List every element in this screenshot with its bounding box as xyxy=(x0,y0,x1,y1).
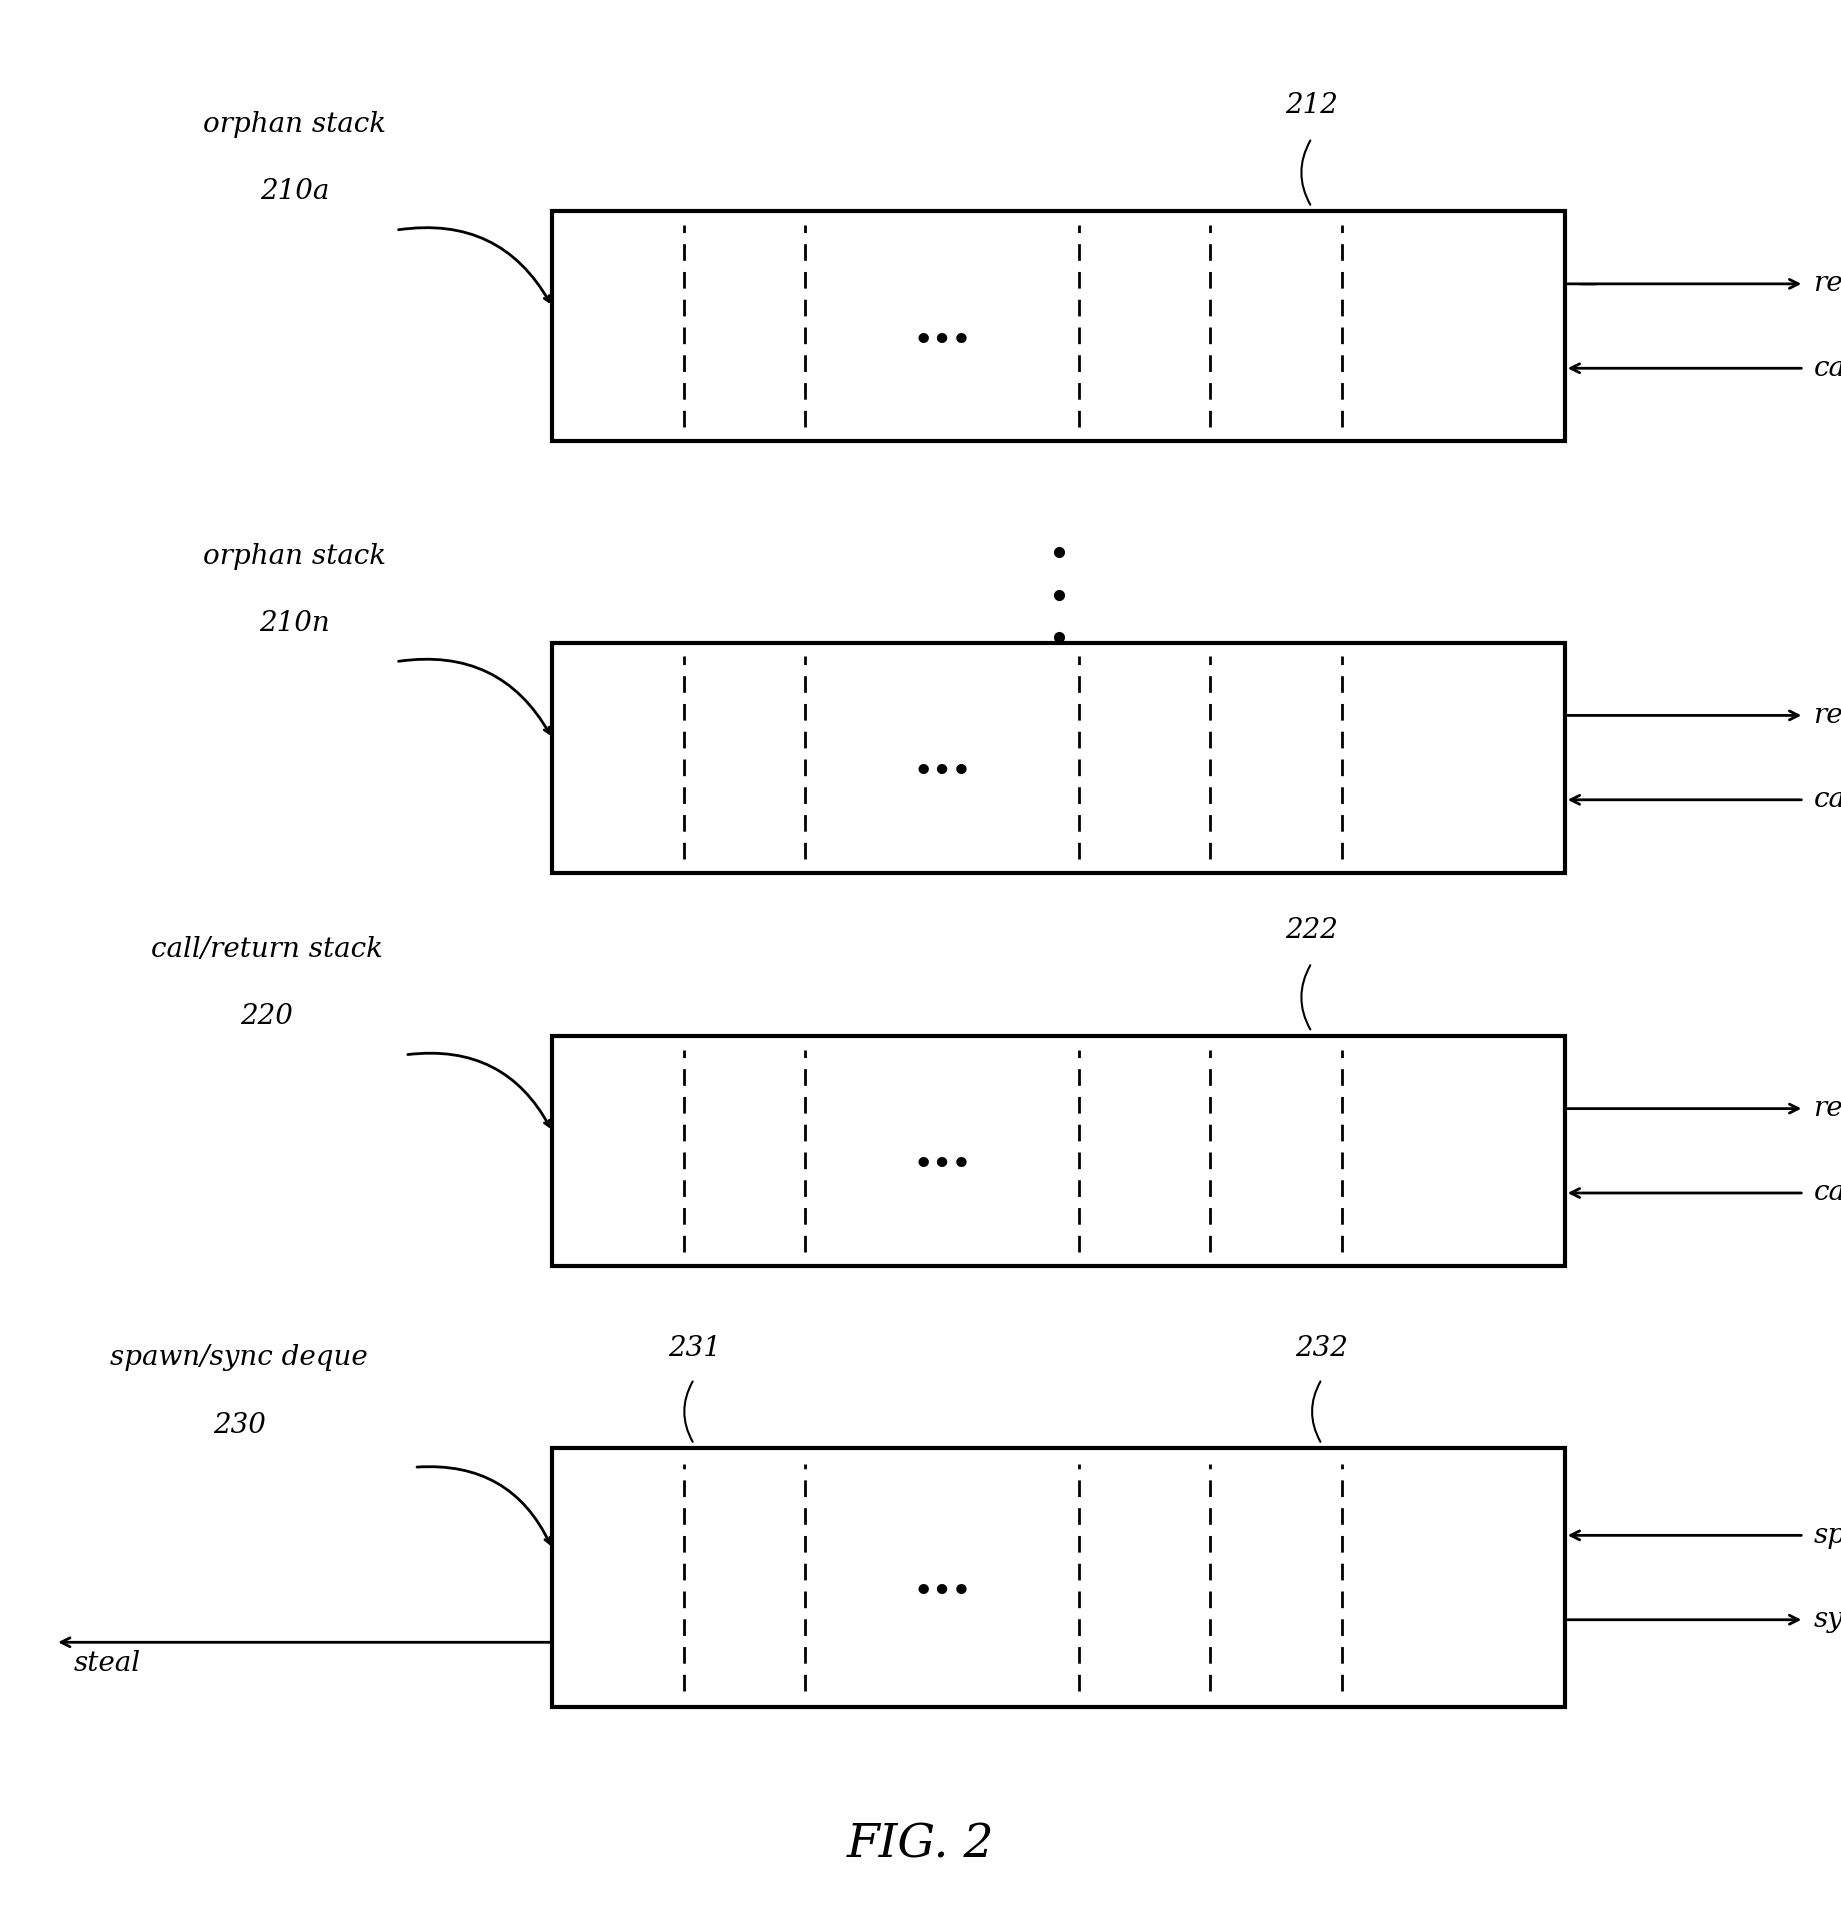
Text: 212: 212 xyxy=(1285,92,1338,119)
Text: ...: ... xyxy=(913,1550,972,1605)
Text: return: return xyxy=(1813,270,1841,297)
Text: orphan stack: orphan stack xyxy=(203,111,387,138)
Text: ...: ... xyxy=(913,299,972,353)
Text: spawn: spawn xyxy=(1813,1521,1841,1550)
Text: call: call xyxy=(1813,1180,1841,1206)
Text: orphan stack: orphan stack xyxy=(203,543,387,570)
Text: steal: steal xyxy=(74,1649,140,1676)
Text: return: return xyxy=(1813,1095,1841,1122)
Text: 210a: 210a xyxy=(260,178,330,205)
Text: 222: 222 xyxy=(1285,917,1338,944)
Bar xyxy=(552,643,1565,873)
Text: 220: 220 xyxy=(241,1003,293,1030)
Text: spawn/sync deque: spawn/sync deque xyxy=(110,1345,368,1371)
Text: ...: ... xyxy=(913,1124,972,1178)
Text: —: — xyxy=(1580,274,1596,293)
Text: 230: 230 xyxy=(214,1412,265,1438)
Text: ...: ... xyxy=(913,731,972,784)
Text: FIG. 2: FIG. 2 xyxy=(847,1822,994,1868)
Text: call: call xyxy=(1813,355,1841,382)
Bar xyxy=(552,211,1565,441)
Bar xyxy=(552,1036,1565,1266)
Text: call/return stack: call/return stack xyxy=(151,936,383,963)
Text: 231: 231 xyxy=(668,1335,720,1362)
Bar xyxy=(552,1448,1565,1707)
Text: sync: sync xyxy=(1813,1605,1841,1634)
Text: return: return xyxy=(1813,702,1841,729)
Text: call: call xyxy=(1813,786,1841,813)
Text: 210n: 210n xyxy=(260,610,330,637)
Text: 232: 232 xyxy=(1296,1335,1348,1362)
